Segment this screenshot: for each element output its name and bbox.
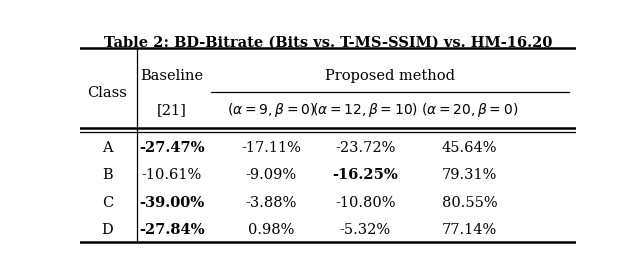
Text: $(\alpha = 12, \beta = 10)$: $(\alpha = 12, \beta = 10)$ [312, 101, 419, 119]
Text: 79.31%: 79.31% [442, 168, 497, 182]
Text: $(\alpha = 20, \beta = 0)$: $(\alpha = 20, \beta = 0)$ [420, 101, 518, 119]
Text: A: A [102, 141, 113, 155]
Text: -9.09%: -9.09% [245, 168, 296, 182]
Text: Class: Class [87, 86, 127, 100]
Text: -27.47%: -27.47% [139, 141, 205, 155]
Text: -23.72%: -23.72% [335, 141, 396, 155]
Text: D: D [101, 223, 113, 237]
Text: -27.84%: -27.84% [139, 223, 205, 237]
Text: [21]: [21] [157, 103, 187, 117]
Text: B: B [102, 168, 113, 182]
Text: -16.25%: -16.25% [332, 168, 398, 182]
Text: 45.64%: 45.64% [442, 141, 497, 155]
Text: $(\alpha = 9, \beta = 0)$: $(\alpha = 9, \beta = 0)$ [227, 101, 315, 119]
Text: 80.55%: 80.55% [442, 196, 497, 210]
Text: Proposed method: Proposed method [325, 69, 455, 83]
Text: -39.00%: -39.00% [139, 196, 204, 210]
Text: 77.14%: 77.14% [442, 223, 497, 237]
Text: -17.11%: -17.11% [241, 141, 301, 155]
Text: -10.80%: -10.80% [335, 196, 396, 210]
Text: -5.32%: -5.32% [340, 223, 391, 237]
Text: C: C [102, 196, 113, 210]
Text: -10.61%: -10.61% [141, 168, 202, 182]
Text: Table 2: BD-Bitrate (Bits vs. T-MS-SSIM) vs. HM-16.20: Table 2: BD-Bitrate (Bits vs. T-MS-SSIM)… [104, 35, 552, 49]
Text: 0.98%: 0.98% [248, 223, 294, 237]
Text: -3.88%: -3.88% [245, 196, 297, 210]
Text: Baseline: Baseline [140, 69, 204, 83]
